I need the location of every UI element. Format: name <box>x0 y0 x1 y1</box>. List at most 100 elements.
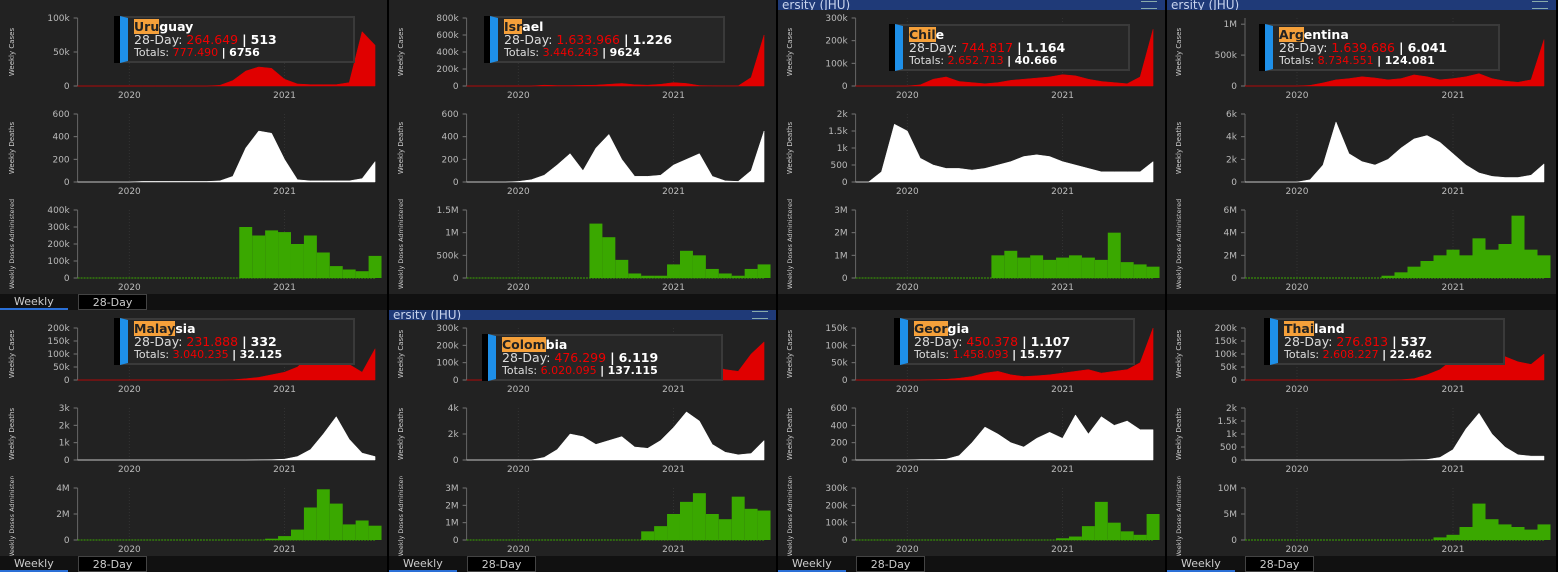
menu-icon[interactable] <box>752 311 768 319</box>
x-tick-label: 2021 <box>662 545 685 555</box>
country-tooltip: Chile 28-Day: 744.817 | 1.164 Totals: 2.65… <box>895 24 1130 71</box>
country-panel: Thailand 28-Day: 276.813 | 537 Totals: 2.6… <box>1167 310 1558 572</box>
x-tick-label: 2021 <box>1051 385 1074 395</box>
menu-icon[interactable] <box>1141 1 1157 9</box>
tooltip-28day: 28-Day: 264.649 | 513 <box>134 33 347 46</box>
28day-deaths: 6.041 <box>1407 40 1448 55</box>
y-tick-label: 500 <box>1220 443 1237 453</box>
separator: | <box>1392 334 1397 349</box>
y-tick-label: 4M <box>56 484 69 494</box>
vaccine-bar <box>355 520 369 540</box>
28day-cases: 450.378 <box>966 334 1019 349</box>
label-totals: Totals: <box>502 364 538 377</box>
y-tick-label: 100k <box>436 359 459 369</box>
y-tick-label: 500k <box>436 251 459 261</box>
tab-weekly[interactable]: Weekly <box>778 556 846 572</box>
y-tick-label: 400 <box>442 133 459 143</box>
x-tick-label: 2021 <box>1442 545 1465 555</box>
y-tick-label: 0 <box>453 178 459 188</box>
x-tick-label: 2020 <box>896 385 919 395</box>
y-tick-label: 200k <box>47 240 70 250</box>
y-tick-label: 0 <box>1231 456 1237 466</box>
vaccine-bar <box>368 525 382 540</box>
deaths-chart-svg: Weekly Deaths 0 200 400 600 2020 2021 <box>8 110 376 197</box>
tab-28day[interactable]: 28-Day <box>1244 556 1315 572</box>
total-deaths: 22.462 <box>1389 348 1433 361</box>
country-panel: Israel 28-Day: 1.633.966 | 1.226 Totals: 3… <box>389 0 778 310</box>
tooltip-28day: 28-Day: 450.378 | 1.107 <box>914 335 1127 348</box>
vaccine-bar <box>252 235 266 278</box>
deaths-chart-svg: Weekly Deaths 0 2k 4k 2020 2021 <box>397 404 765 475</box>
vaccine-bar <box>278 536 291 540</box>
x-tick-label: 2020 <box>1286 283 1309 293</box>
separator: | <box>600 364 605 377</box>
vaccine-bar <box>1056 538 1069 540</box>
tab-28day[interactable]: 28-Day <box>77 556 148 572</box>
y-tick-label: 1M <box>1224 20 1238 30</box>
x-tick-label: 2021 <box>662 385 685 395</box>
y-axis-label: Weekly Doses Administered <box>8 476 16 556</box>
total-cases: 777.490 <box>172 46 219 59</box>
tab-28day[interactable]: 28-Day <box>466 556 537 572</box>
y-axis-label: Weekly Cases <box>786 28 794 77</box>
total-cases: 6.020.095 <box>540 364 597 377</box>
deaths-chart: Weekly Deaths 0 2k 4k 6k 2020 2021 <box>1167 102 1556 198</box>
deaths-area <box>1245 412 1545 461</box>
y-tick-label: 600 <box>831 404 848 414</box>
vaccine-bar <box>628 273 642 278</box>
y-tick-label: 50k <box>831 359 848 369</box>
y-tick-label: 300k <box>436 324 459 334</box>
vaccine-bar <box>1433 255 1447 278</box>
tab-weekly[interactable]: Weekly <box>389 556 457 572</box>
tooltip-country: Colombia <box>502 337 715 352</box>
y-tick-label: 800k <box>436 14 459 24</box>
x-tick-label: 2021 <box>662 91 685 101</box>
x-tick-label: 2021 <box>1051 91 1074 101</box>
vaccine-bar <box>589 223 603 278</box>
y-tick-label: 1M <box>445 519 458 529</box>
x-tick-label: 2021 <box>273 283 296 293</box>
vaccine-bar <box>239 227 253 278</box>
vaccine-bar <box>641 275 655 278</box>
total-deaths: 9624 <box>609 46 641 59</box>
separator: | <box>1007 54 1012 67</box>
vaccine-bar <box>1107 522 1121 540</box>
country-rest: e <box>935 27 945 42</box>
total-cases: 3.446.243 <box>542 46 599 59</box>
tooltip-country: Uruguay <box>134 19 347 34</box>
y-tick-label: 0 <box>453 82 459 92</box>
deaths-area <box>77 130 376 183</box>
label-28day: 28-Day: <box>502 350 551 365</box>
y-tick-label: 0 <box>1231 536 1237 546</box>
menu-icon[interactable] <box>1532 1 1548 9</box>
y-axis-label: Weekly Deaths <box>786 122 794 175</box>
28day-deaths: 332 <box>250 334 277 349</box>
tab-weekly[interactable]: Weekly <box>0 294 68 310</box>
y-axis-label: Weekly Cases <box>397 330 405 379</box>
label-28day: 28-Day: <box>1284 334 1333 349</box>
total-deaths: 6756 <box>229 46 260 59</box>
deaths-chart-svg: Weekly Deaths 0 500 1k 1.5k 2k 2020 2021 <box>786 110 1154 197</box>
y-tick-label: 0 <box>1231 82 1237 92</box>
y-tick-label: 3M <box>834 206 847 216</box>
cases-area <box>77 31 376 87</box>
x-tick-label: 2020 <box>896 187 919 197</box>
y-tick-label: 2k <box>448 430 460 440</box>
deaths-chart-svg: Weekly Deaths 0 200 400 600 2020 2021 <box>786 404 1154 475</box>
country-panel: ersity (JHU) Colombia 28-Day: 476.299 | 6.… <box>389 310 778 572</box>
vaccine-bar <box>1537 524 1551 540</box>
tab-28day[interactable]: 28-Day <box>855 556 926 572</box>
tooltip-totals: Totals: 777.490 | 6756 <box>134 46 347 59</box>
vaccines-chart-svg: Weekly Doses Administered 0 1M 2M 3M 2020 2021 <box>786 199 1160 293</box>
tab-weekly[interactable]: Weekly <box>0 556 68 572</box>
separator: | <box>1017 40 1022 55</box>
tab-28day[interactable]: 28-Day <box>77 294 148 310</box>
vaccine-bar <box>1094 259 1108 278</box>
separator: | <box>602 46 607 59</box>
y-tick-label: 1.5M <box>437 206 459 216</box>
vaccine-bar <box>290 244 304 278</box>
view-tabs: Weekly 28-Day <box>1167 556 1556 572</box>
x-tick-label: 2020 <box>118 187 141 197</box>
tab-weekly[interactable]: Weekly <box>1167 556 1235 572</box>
